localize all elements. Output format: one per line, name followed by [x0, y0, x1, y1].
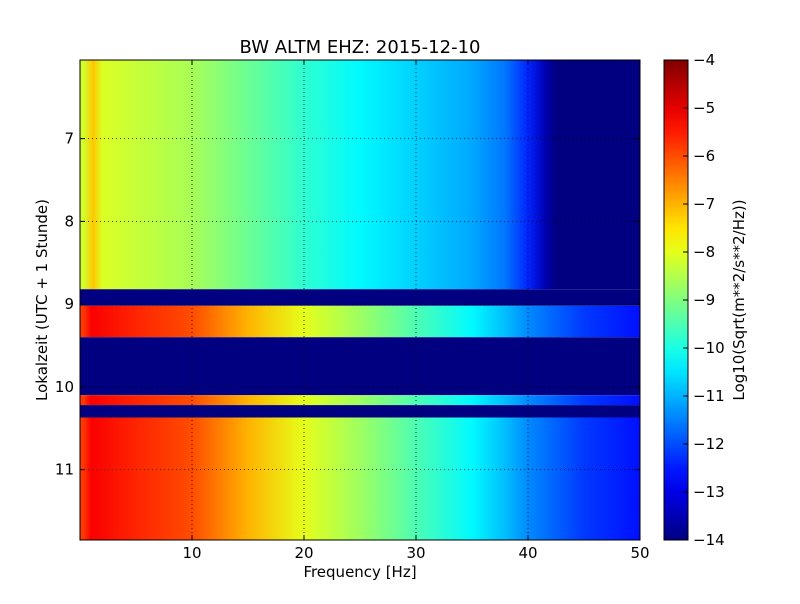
band-gap: [80, 337, 640, 396]
colorbar-tick-label: −9: [693, 291, 715, 309]
colorbar-label: Log10(Sqrt(m**2/s**2/Hz)): [730, 199, 748, 400]
x-axis-label: Frequency [Hz]: [303, 563, 416, 581]
band-loud: [80, 417, 640, 540]
colorbar-tick-label: −6: [693, 147, 715, 165]
colorbar-ticks: −4 −5 −6 −7 −8 −9 −10 −11 −12 −13 −14: [683, 51, 725, 549]
y-tick-label: 9: [64, 295, 74, 313]
plot-frame: [79, 59, 641, 541]
band-loud: [80, 305, 640, 338]
y-tick-label: 11: [55, 461, 74, 479]
colorbar-tick-label: −4: [693, 51, 715, 69]
colorbar-tick-label: −12: [693, 435, 725, 453]
chart-title: BW ALTM EHZ: 2015-12-10: [240, 37, 481, 58]
colorbar-tick-label: −7: [693, 195, 715, 213]
spectrogram-plot: [80, 60, 640, 540]
y-axis-ticks: 7 8 9 10 11: [55, 130, 640, 479]
grid-lines: [80, 60, 640, 540]
colorbar-tick-label: −5: [693, 99, 715, 117]
y-tick-label: 7: [64, 130, 74, 148]
y-tick-label: 8: [64, 212, 74, 230]
band-quiet: [80, 60, 640, 290]
band-gap: [80, 289, 640, 306]
x-axis-ticks: 10 20 30 40 50: [182, 60, 650, 562]
band-loud: [80, 395, 640, 406]
colorbar-tick-label: −10: [693, 339, 725, 357]
colorbar-tick-label: −8: [693, 243, 715, 261]
x-tick-label: 30: [406, 544, 425, 562]
y-axis-label: Lokalzeit (UTC + 1 Stunde): [33, 199, 51, 401]
y-tick-label: 10: [55, 378, 74, 396]
band-gap: [80, 405, 640, 418]
colorbar-tick-label: −13: [693, 483, 725, 501]
x-tick-label: 50: [630, 544, 649, 562]
x-tick-label: 40: [518, 544, 537, 562]
colorbar-tick-label: −11: [693, 387, 725, 405]
x-tick-label: 10: [182, 544, 201, 562]
colorbar-tick-label: −14: [693, 531, 725, 549]
x-tick-label: 20: [294, 544, 313, 562]
